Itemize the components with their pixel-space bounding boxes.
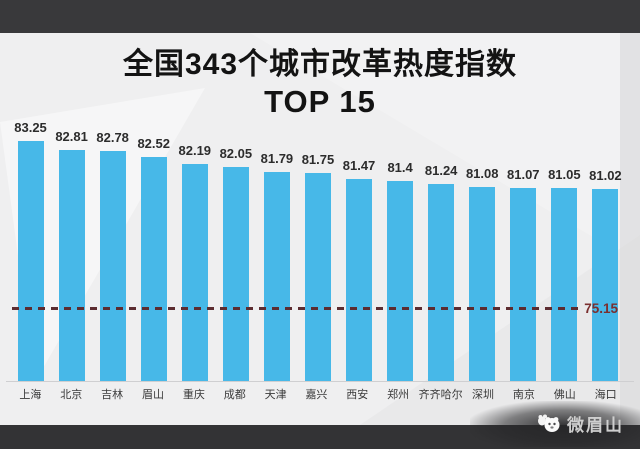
bar xyxy=(428,183,455,381)
bar-column: 81.07 xyxy=(503,135,544,381)
bar-column: 81.24 xyxy=(421,135,462,381)
reference-line-label: 75.15 xyxy=(584,300,618,316)
x-axis-city-label: 郑州 xyxy=(387,389,410,401)
bar-value-label: 81.4 xyxy=(387,159,413,175)
x-axis-city-label: 重庆 xyxy=(182,389,205,401)
bar xyxy=(58,150,85,381)
watermark-text: 微眉山 xyxy=(567,416,624,435)
x-axis-city-label: 西安 xyxy=(346,389,369,401)
bar-chart: 83.25 82.81 82.78 82.52 82.19 82.05 81.7… xyxy=(6,120,634,382)
chart-title-line2: TOP 15 xyxy=(264,83,376,119)
x-axis-city-label: 眉山 xyxy=(142,389,164,401)
bar xyxy=(510,187,537,381)
bar xyxy=(222,166,249,381)
bar xyxy=(140,156,167,381)
bar-columns: 83.25 82.81 82.78 82.52 82.19 82.05 81.7… xyxy=(10,120,626,381)
bar-value-label: 82.19 xyxy=(178,142,212,158)
bar-value-label: 81.07 xyxy=(507,166,540,182)
x-axis-city-label: 上海 xyxy=(19,389,42,401)
bar-value-label: 81.02 xyxy=(589,167,622,183)
x-axis-city-label: 海口 xyxy=(594,389,617,401)
x-axis-city-label: 嘉兴 xyxy=(305,389,328,401)
bar xyxy=(17,141,44,381)
watermark: 微眉山 xyxy=(537,411,624,436)
bar-value-label: 82.05 xyxy=(219,145,253,161)
x-axis-city-label: 吉林 xyxy=(101,389,124,401)
bar xyxy=(387,180,414,381)
bar-column: 81.79 xyxy=(256,135,297,381)
bar xyxy=(263,172,290,381)
bar-column: 83.25 xyxy=(10,120,51,381)
bar-column: 82.81 xyxy=(51,129,92,381)
bar-column: 82.78 xyxy=(92,130,133,381)
reference-line-dashes xyxy=(12,306,584,310)
x-axis-city-label: 齐齐哈尔 xyxy=(418,389,463,401)
bar-value-label: 82.78 xyxy=(96,130,129,146)
bar-value-label: 82.81 xyxy=(55,129,88,145)
bar xyxy=(346,179,373,381)
bar-value-label: 81.75 xyxy=(301,152,335,167)
bar-column: 82.05 xyxy=(215,135,256,381)
bar-column: 81.05 xyxy=(544,135,585,381)
x-axis-city-label: 北京 xyxy=(60,389,83,401)
x-axis-city-label: 成都 xyxy=(223,389,246,401)
bar-value-label: 81.05 xyxy=(548,167,581,182)
chart-title: 全国343个城市改革热度指数 TOP 15 xyxy=(0,46,640,119)
bar-value-label: 83.25 xyxy=(14,120,47,135)
x-axis-baseline xyxy=(6,381,634,382)
bar-column: 81.47 xyxy=(339,135,380,381)
bar xyxy=(181,163,208,381)
bar-value-label: 81.47 xyxy=(342,158,376,173)
bar-column: 81.4 xyxy=(380,135,421,381)
bar xyxy=(304,173,331,381)
bar xyxy=(592,188,619,381)
mascot-logo-icon xyxy=(538,414,560,432)
bar-value-label: 81.24 xyxy=(424,162,458,178)
x-axis-city-label: 佛山 xyxy=(553,389,576,401)
bar xyxy=(469,187,496,381)
top-letterbox-bar xyxy=(0,0,640,33)
x-axis-city-label: 深圳 xyxy=(472,389,495,401)
x-axis-city-label: 南京 xyxy=(512,389,535,401)
bar-column: 81.75 xyxy=(297,135,338,381)
bar-value-label: 81.79 xyxy=(260,151,294,167)
bar-value-label: 82.52 xyxy=(137,135,170,151)
bar-column: 82.52 xyxy=(133,135,174,381)
chart-title-line1: 全国343个城市改革热度指数 xyxy=(122,48,518,81)
bar xyxy=(551,188,578,381)
bar xyxy=(99,151,126,381)
bar-column: 81.02 xyxy=(585,135,626,381)
reference-line: 75.15 xyxy=(12,301,618,316)
bar-value-label: 81.08 xyxy=(465,166,499,182)
bar-column: 82.19 xyxy=(174,135,215,381)
x-axis-city-label: 天津 xyxy=(264,389,287,401)
x-axis-labels: 上海 北京 吉林 眉山 重庆 成都 天津 嘉兴 西安 郑州 齐齐哈尔 深圳 南京… xyxy=(10,386,626,402)
bar-column: 81.08 xyxy=(462,135,503,381)
